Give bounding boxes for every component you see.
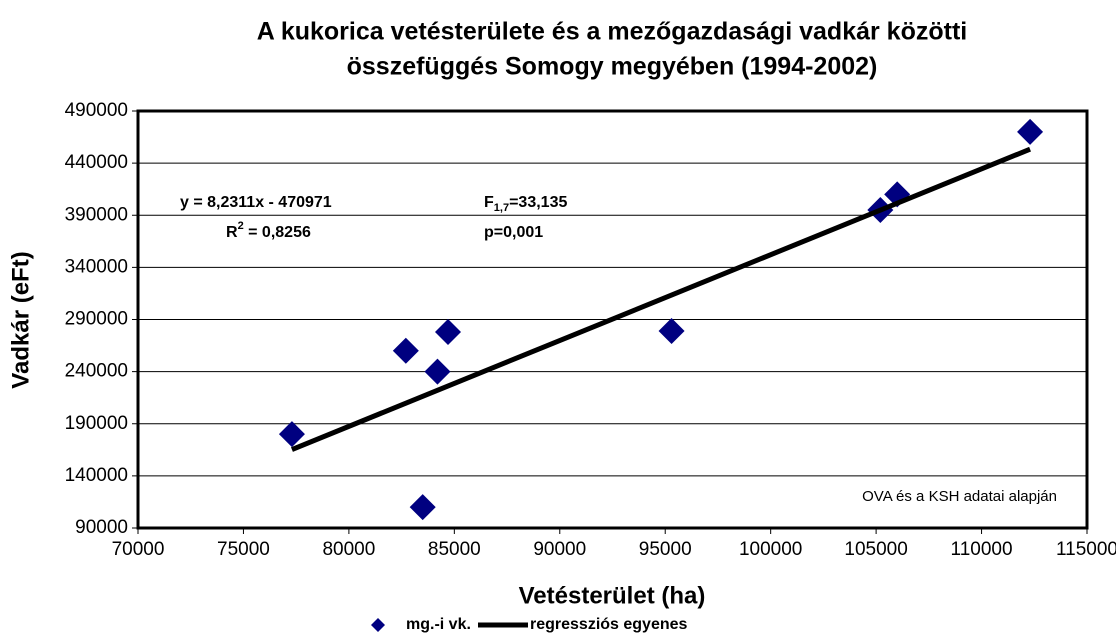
equation: y = 8,2311x - 470971 <box>180 194 332 211</box>
y-tick-label: 290000 <box>65 309 128 330</box>
x-tick-label: 110000 <box>951 539 1013 560</box>
x-tick-label: 105000 <box>844 539 907 560</box>
x-tick-label: 70000 <box>112 539 165 560</box>
data-point <box>424 358 451 385</box>
chart-title: A kukorica vetésterülete és a mezőgazdas… <box>257 18 967 46</box>
x-tick-label: 115000 <box>1056 539 1116 560</box>
p-value: p=0,001 <box>484 224 543 241</box>
x-tick-label: 80000 <box>322 539 375 560</box>
chart-title: összefüggés Somogy megyében (1994-2002) <box>347 53 878 81</box>
data-point <box>392 337 419 364</box>
legend-label: mg.-i vk. <box>406 616 471 633</box>
y-tick-label: 240000 <box>65 361 128 382</box>
data-point <box>435 319 462 346</box>
plot-frame <box>136 109 1089 530</box>
r-squared: R2 = 0,8256 <box>226 220 311 241</box>
f-stat: F1,7=33,135 <box>484 194 567 214</box>
data-point <box>658 317 685 344</box>
x-tick-label: 100000 <box>739 539 802 560</box>
y-axis-label: Vadkár (eFt) <box>7 251 34 388</box>
y-tick-label: 340000 <box>65 256 128 277</box>
x-axis-label: Vetésterület (ha) <box>519 582 706 609</box>
y-tick-label: 140000 <box>65 465 128 486</box>
y-tick-label: 490000 <box>65 100 128 121</box>
data-point <box>409 494 436 521</box>
x-tick-label: 90000 <box>533 539 586 560</box>
legend-swatch <box>371 618 385 632</box>
source-note: OVA és a KSH adatai alapján <box>862 488 1057 505</box>
y-tick-label: 440000 <box>65 152 128 173</box>
legend-label: regressziós egyenes <box>530 616 688 633</box>
data-point <box>278 421 305 448</box>
x-tick-label: 95000 <box>639 539 692 560</box>
y-tick-label: 90000 <box>75 517 128 538</box>
x-tick-label: 85000 <box>428 539 481 560</box>
regression-line <box>291 146 1032 452</box>
x-tick-label: 75000 <box>217 539 270 560</box>
y-tick-label: 390000 <box>65 204 128 225</box>
data-point <box>1017 118 1044 145</box>
y-tick-label: 190000 <box>65 413 128 434</box>
